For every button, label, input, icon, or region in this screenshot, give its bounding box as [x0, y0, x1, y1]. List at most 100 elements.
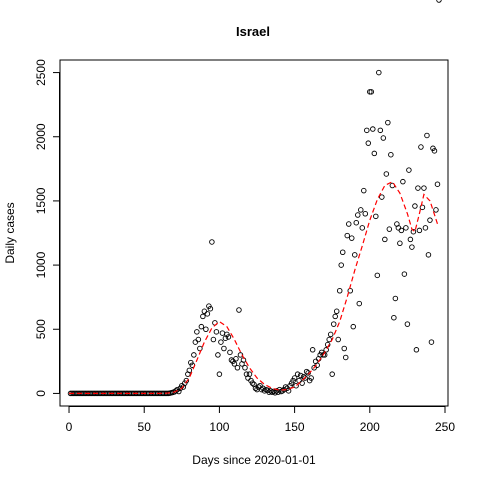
- y-tick-label: 0: [34, 390, 48, 397]
- data-point: [252, 385, 259, 392]
- x-tick-label: 200: [360, 420, 380, 434]
- data-point: [218, 339, 224, 345]
- data-point: [215, 352, 221, 358]
- data-point: [410, 228, 417, 235]
- data-point: [216, 371, 223, 377]
- data-point: [392, 295, 399, 302]
- data-point: [385, 119, 391, 126]
- data-point: [373, 213, 379, 220]
- data-point: [173, 388, 179, 394]
- data-point: [345, 221, 352, 227]
- data-point: [195, 336, 202, 343]
- x-tick-label: 50: [138, 420, 152, 434]
- data-point: [418, 144, 424, 150]
- x-tick-label: 150: [285, 420, 305, 434]
- data-point: [234, 365, 241, 371]
- data-point: [433, 207, 439, 213]
- data-point: [349, 235, 355, 241]
- data-point: [221, 345, 227, 352]
- y-tick-label: 500: [34, 319, 48, 339]
- data-point: [330, 321, 337, 327]
- data-point: [200, 313, 206, 320]
- data-point: [412, 203, 418, 209]
- data-point: [353, 219, 360, 226]
- data-point: [194, 329, 200, 335]
- data-point: [431, 148, 438, 154]
- data-point: [336, 288, 343, 294]
- y-tick-label: 2500: [34, 59, 48, 86]
- data-point: [380, 135, 387, 141]
- data-point: [296, 377, 302, 384]
- data-point: [291, 375, 298, 381]
- data-point: [338, 262, 344, 268]
- data-point: [326, 336, 332, 343]
- y-axis: 0 500 1000 1500 2000 2500: [34, 59, 60, 397]
- data-point: [302, 375, 308, 381]
- x-tick-label: 0: [66, 420, 73, 434]
- data-point: [397, 240, 403, 247]
- trend-line: [69, 180, 439, 394]
- data-point: [249, 380, 256, 386]
- data-point: [293, 382, 299, 389]
- data-point: [186, 367, 193, 374]
- data-point: [341, 345, 347, 352]
- data-point: [368, 89, 375, 95]
- data-point: [359, 225, 366, 231]
- data-point: [361, 187, 367, 194]
- y-tick-label: 1000: [34, 251, 48, 278]
- data-point: [203, 326, 209, 333]
- data-point: [364, 127, 370, 134]
- plot-frame: [59, 59, 449, 407]
- data-point: [419, 204, 426, 211]
- data-point: [371, 150, 378, 157]
- data-point: [421, 185, 427, 191]
- data-point: [365, 140, 372, 146]
- data-point: [350, 323, 357, 330]
- data-point: [400, 178, 406, 185]
- x-axis: 0 50 100 150 200 250: [66, 406, 455, 434]
- data-point: [391, 314, 397, 321]
- x-tick-label: 250: [435, 420, 455, 434]
- data-point: [388, 151, 394, 158]
- data-point: [198, 323, 205, 330]
- data-point: [427, 217, 433, 223]
- x-axis-label: Days since 2020-01-01: [192, 453, 316, 467]
- data-point: [404, 321, 411, 327]
- data-point: [267, 388, 274, 394]
- data-point: [305, 370, 311, 376]
- data-point: [382, 236, 388, 243]
- y-tick-label: 2000: [34, 123, 48, 150]
- data-point: [225, 334, 232, 340]
- data-point: [386, 226, 393, 232]
- data-point: [355, 212, 361, 218]
- data-point: [401, 271, 408, 277]
- data-point: [424, 132, 430, 139]
- data-point: [406, 167, 412, 173]
- data-point: [192, 339, 199, 345]
- data-point: [335, 336, 341, 343]
- data-point: [352, 252, 358, 258]
- data-point: [416, 227, 423, 234]
- data-point: [358, 207, 364, 213]
- y-axis-label: Daily cases: [3, 202, 17, 263]
- data-point: [327, 331, 334, 338]
- data-point: [201, 308, 208, 315]
- data-point: [299, 380, 305, 386]
- data-point: [422, 225, 429, 231]
- data-point: [339, 249, 346, 256]
- data-point: [231, 361, 238, 367]
- data-point: [323, 347, 329, 353]
- data-point: [415, 185, 421, 191]
- data-point: [376, 69, 382, 76]
- data-point: [436, 0, 442, 3]
- data-point: [413, 347, 420, 353]
- data-point: [297, 372, 304, 379]
- data-point: [314, 362, 320, 368]
- data-point: [308, 375, 314, 381]
- data-point: [329, 371, 335, 377]
- data-point: [213, 329, 220, 335]
- data-point: [383, 171, 390, 177]
- data-point: [209, 239, 215, 245]
- data-point: [379, 194, 385, 200]
